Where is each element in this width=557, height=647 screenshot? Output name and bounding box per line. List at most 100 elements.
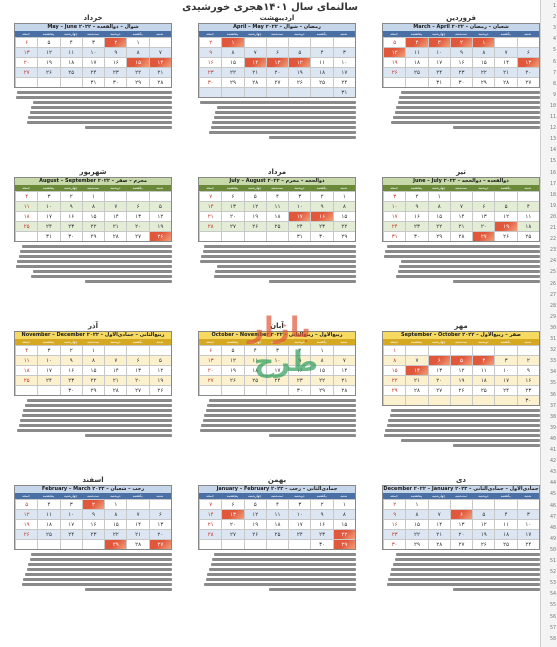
day-cell[interactable]: ۱۰ (494, 365, 517, 375)
day-cell[interactable]: ۱۰ (59, 509, 82, 519)
row-number[interactable]: 56 (549, 613, 556, 620)
day-cell[interactable]: ۸ (472, 47, 495, 57)
day-cell[interactable]: ۱۲ (37, 47, 60, 57)
day-cell[interactable]: ۱۷ (288, 211, 311, 221)
day-cell[interactable]: ۷ (405, 355, 428, 365)
day-cell[interactable]: ۲۷ (516, 77, 539, 87)
day-cell[interactable]: ۱۴ (104, 211, 127, 221)
day-cell[interactable]: ۲ (310, 191, 333, 201)
day-cell[interactable]: ۸ (405, 509, 428, 519)
day-cell[interactable]: ۹ (81, 509, 105, 519)
day-cell[interactable]: ۱۰ (265, 355, 289, 365)
day-cell[interactable]: ۱۸ (494, 529, 517, 539)
row-number[interactable]: 9 (552, 91, 556, 98)
day-cell[interactable]: ۱۶ (288, 365, 311, 375)
day-cell[interactable]: ۴ (265, 191, 289, 201)
day-cell[interactable]: ۳۱ (81, 77, 105, 87)
day-cell[interactable]: ۵ (243, 499, 266, 509)
row-number[interactable]: 49 (549, 535, 556, 542)
row-number[interactable]: 3 (552, 25, 556, 32)
day-cell[interactable]: ۷ (126, 509, 149, 519)
day-cell[interactable]: ۲۱ (243, 67, 266, 77)
day-cell[interactable]: ۱۲ (449, 365, 473, 375)
day-cell[interactable]: ۲ (59, 191, 82, 201)
day-cell[interactable]: ۱۵ (332, 211, 355, 221)
day-cell[interactable]: ۳۱ (427, 77, 450, 87)
day-cell[interactable]: ۸ (126, 47, 149, 57)
day-cell[interactable]: ۱۷ (383, 211, 406, 221)
day-cell[interactable]: ۱ (383, 345, 406, 355)
day-cell[interactable]: ۶ (126, 355, 149, 365)
day-cell[interactable]: ۱۰ (516, 519, 539, 529)
day-cell[interactable]: ۱ (405, 499, 428, 509)
day-cell[interactable]: ۲ (81, 499, 105, 509)
day-cell[interactable]: ۲۰ (221, 519, 244, 529)
day-cell[interactable]: ۳۰ (383, 539, 406, 549)
row-number[interactable]: 45 (549, 491, 556, 498)
day-cell[interactable]: ۲۷ (221, 529, 244, 539)
day-cell[interactable]: ۶ (449, 509, 473, 519)
day-cell[interactable]: ۲۷ (449, 539, 473, 549)
day-cell[interactable]: ۳ (37, 345, 60, 355)
day-cell[interactable]: ۸ (81, 201, 105, 211)
day-cell[interactable]: ۴ (405, 37, 428, 47)
day-cell[interactable]: ۲۵ (472, 385, 495, 395)
day-cell[interactable]: ۱۹ (15, 519, 38, 529)
day-cell[interactable]: ۲۴ (288, 529, 311, 539)
day-cell[interactable]: ۱۷ (427, 57, 450, 67)
day-cell[interactable]: ۸ (310, 355, 333, 365)
row-number[interactable]: 26 (549, 280, 556, 287)
day-cell[interactable]: ۷ (494, 47, 517, 57)
row-number[interactable]: 55 (549, 602, 556, 609)
day-cell[interactable]: ۲ (516, 355, 539, 365)
day-cell[interactable]: ۹ (310, 201, 333, 211)
row-number[interactable]: 28 (549, 302, 556, 309)
row-number[interactable]: 25 (549, 269, 556, 276)
day-cell[interactable]: ۷ (104, 355, 127, 365)
row-number[interactable]: 14 (549, 147, 556, 154)
day-cell[interactable]: ۳۱ (332, 87, 355, 97)
day-cell[interactable]: ۲۶ (15, 529, 38, 539)
day-cell[interactable]: ۴ (15, 191, 38, 201)
row-number[interactable]: 54 (549, 591, 556, 598)
day-cell[interactable]: ۱۸ (243, 365, 266, 375)
day-cell[interactable]: ۶ (126, 201, 149, 211)
day-cell[interactable]: ۳۰ (288, 385, 311, 395)
day-cell[interactable]: ۱ (81, 345, 105, 355)
day-cell[interactable]: ۲۵ (15, 375, 38, 385)
row-number[interactable]: 43 (549, 469, 556, 476)
day-cell[interactable]: ۲۳ (104, 67, 127, 77)
day-cell[interactable]: ۵ (148, 201, 171, 211)
day-cell[interactable]: ۴ (516, 201, 539, 211)
day-cell[interactable]: ۲۰ (15, 57, 38, 67)
day-cell[interactable]: ۲۴ (332, 77, 355, 87)
day-cell[interactable]: ۲۲ (427, 221, 450, 231)
day-cell[interactable]: ۵ (494, 201, 517, 211)
day-cell[interactable]: ۶ (221, 191, 244, 201)
row-number[interactable]: 15 (549, 158, 556, 165)
row-number[interactable]: 46 (549, 502, 556, 509)
day-cell[interactable]: ۳۰ (59, 385, 82, 395)
day-cell[interactable]: ۲۹ (332, 539, 355, 549)
day-cell[interactable]: ۱۱ (472, 365, 495, 375)
day-cell[interactable]: ۲۸ (104, 231, 127, 241)
day-cell[interactable]: ۷ (148, 47, 171, 57)
day-cell[interactable]: ۲۶ (494, 231, 517, 241)
day-cell[interactable]: ۲۳ (81, 529, 105, 539)
row-number[interactable]: 31 (549, 336, 556, 342)
day-cell[interactable]: ۱۰ (37, 355, 60, 365)
day-cell[interactable]: ۲۰ (126, 375, 149, 385)
day-cell[interactable]: ۱۰ (288, 201, 311, 211)
row-number[interactable]: 35 (549, 380, 556, 387)
day-cell[interactable]: ۱۹ (221, 365, 244, 375)
day-cell[interactable]: ۱۲ (148, 365, 171, 375)
day-cell[interactable]: ۳ (288, 499, 311, 509)
day-cell[interactable]: ۲۹ (221, 77, 244, 87)
day-cell[interactable]: ۱۶ (310, 211, 333, 221)
day-cell[interactable]: ۵ (472, 509, 495, 519)
day-cell[interactable]: ۲۵ (405, 67, 428, 77)
day-cell[interactable]: ۲۰ (472, 221, 495, 231)
day-cell[interactable]: ۲۳ (383, 529, 406, 539)
day-cell[interactable]: ۲۹ (332, 231, 355, 241)
day-cell[interactable]: ۲۳ (288, 375, 311, 385)
